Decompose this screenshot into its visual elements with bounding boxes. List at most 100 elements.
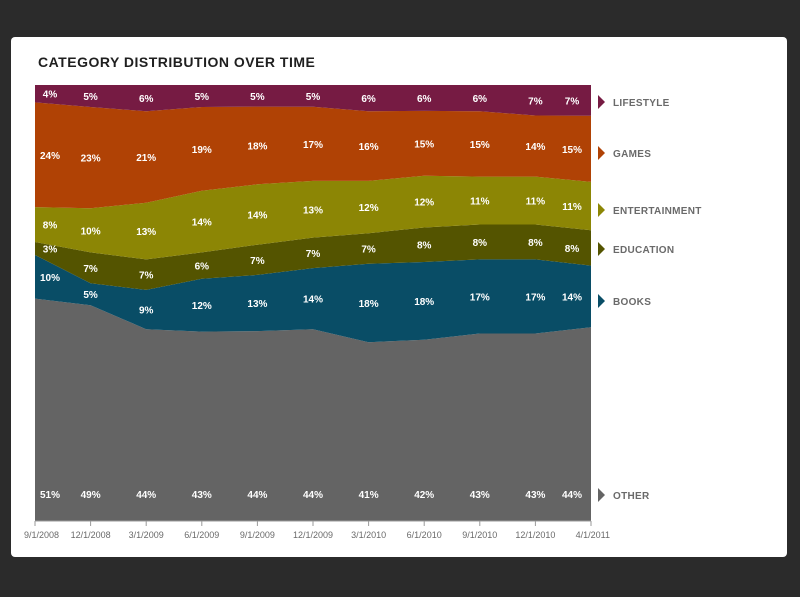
- value-label-books: 17%: [525, 293, 545, 304]
- legend-item-lifestyle: LIFESTYLE: [598, 95, 670, 109]
- legend-item-entertainment: ENTERTAINMENT: [598, 203, 702, 217]
- value-label-lifestyle: 6%: [417, 94, 432, 105]
- value-label-books: 9%: [139, 306, 154, 317]
- value-label-other: 51%: [40, 490, 60, 501]
- value-label-books: 12%: [192, 301, 212, 312]
- value-label-games: 23%: [81, 154, 101, 165]
- value-label-other: 49%: [81, 490, 101, 501]
- value-label-games: 16%: [359, 142, 379, 153]
- value-label-other: 44%: [562, 490, 582, 501]
- value-label-entertainment: 12%: [414, 198, 434, 209]
- value-label-education: 7%: [83, 264, 98, 275]
- value-label-lifestyle: 5%: [250, 92, 265, 103]
- x-tick-label: 9/1/2008: [24, 530, 59, 540]
- area-games: [35, 102, 591, 209]
- value-label-games: 18%: [247, 141, 267, 152]
- value-label-education: 3%: [43, 245, 58, 256]
- legend: OTHER BOOKS EDUCATION ENTERTAINMENT GAMES LIF…: [598, 95, 702, 502]
- value-label-other: 43%: [470, 490, 490, 501]
- legend-item-books: BOOKS: [598, 294, 651, 308]
- legend-item-other: OTHER: [598, 488, 650, 502]
- value-label-other: 43%: [525, 490, 545, 501]
- value-label-games: 21%: [136, 153, 156, 164]
- value-label-education: 7%: [250, 256, 265, 267]
- legend-marker-icon: [598, 294, 605, 308]
- value-label-books: 18%: [359, 299, 379, 310]
- chart-title: CATEGORY DISTRIBUTION OVER TIME: [38, 54, 316, 70]
- x-tick-label: 4/1/2011: [576, 530, 610, 540]
- value-label-books: 5%: [83, 290, 98, 301]
- value-label-entertainment: 11%: [526, 197, 546, 208]
- value-label-games: 17%: [303, 140, 323, 151]
- legend-item-games: GAMES: [598, 146, 651, 160]
- legend-label: BOOKS: [613, 297, 651, 308]
- value-label-education: 8%: [565, 244, 580, 255]
- value-label-other: 44%: [247, 490, 267, 501]
- legend-label: EDUCATION: [613, 245, 674, 256]
- legend-label: ENTERTAINMENT: [613, 206, 702, 217]
- x-tick-label: 12/1/2008: [71, 530, 111, 540]
- value-label-books: 17%: [470, 293, 490, 304]
- area-education: [35, 224, 591, 290]
- value-label-lifestyle: 7%: [528, 96, 543, 107]
- value-label-lifestyle: 6%: [473, 94, 488, 105]
- value-label-entertainment: 8%: [43, 221, 58, 232]
- value-label-games: 15%: [470, 140, 490, 151]
- value-label-education: 7%: [139, 271, 154, 282]
- value-label-entertainment: 14%: [192, 218, 212, 229]
- x-tick-label: 9/1/2009: [240, 530, 275, 540]
- legend-label: LIFESTYLE: [613, 98, 670, 109]
- legend-marker-icon: [598, 242, 605, 256]
- value-label-games: 15%: [562, 145, 582, 156]
- area-books: [35, 255, 591, 343]
- legend-marker-icon: [598, 203, 605, 217]
- value-label-lifestyle: 6%: [361, 94, 376, 105]
- legend-label: OTHER: [613, 491, 650, 502]
- value-label-lifestyle: 7%: [565, 96, 580, 107]
- legend-item-education: EDUCATION: [598, 242, 674, 256]
- value-label-entertainment: 11%: [470, 197, 490, 208]
- value-label-games: 24%: [40, 151, 60, 162]
- value-label-other: 42%: [414, 490, 434, 501]
- area-other: [35, 298, 591, 521]
- value-label-lifestyle: 5%: [306, 92, 321, 103]
- value-label-education: 8%: [473, 238, 488, 249]
- value-label-entertainment: 10%: [81, 226, 101, 237]
- value-label-other: 43%: [192, 490, 212, 501]
- value-label-education: 6%: [195, 262, 210, 273]
- x-tick-label: 12/1/2010: [515, 530, 555, 540]
- legend-marker-icon: [598, 488, 605, 502]
- x-tick-label: 3/1/2010: [351, 530, 386, 540]
- value-label-books: 14%: [562, 292, 582, 303]
- area-lifestyle: [35, 85, 591, 116]
- value-label-entertainment: 13%: [303, 205, 323, 216]
- legend-marker-icon: [598, 95, 605, 109]
- value-label-entertainment: 11%: [562, 202, 582, 213]
- legend-marker-icon: [598, 146, 605, 160]
- value-label-books: 14%: [303, 295, 323, 306]
- value-label-games: 15%: [414, 139, 434, 150]
- x-axis: 9/1/2008 12/1/2008 3/1/2009 6/1/2009 9/1/200…: [24, 520, 610, 540]
- value-label-lifestyle: 5%: [83, 92, 98, 103]
- x-tick-label: 3/1/2009: [129, 530, 164, 540]
- area-layers: [35, 85, 591, 521]
- value-label-games: 19%: [192, 145, 212, 156]
- value-label-games: 14%: [525, 142, 545, 153]
- value-labels: 51% 49% 44% 43% 44% 44% 41% 42% 43% 43% 44% 10% 5% 9%…: [40, 90, 582, 501]
- x-tick-label: 12/1/2009: [293, 530, 333, 540]
- x-tick-label: 6/1/2010: [407, 530, 442, 540]
- value-label-lifestyle: 5%: [195, 92, 210, 103]
- value-label-education: 7%: [306, 249, 321, 260]
- value-label-other: 41%: [359, 490, 379, 501]
- value-label-books: 13%: [247, 299, 267, 310]
- x-tick-label: 9/1/2010: [462, 530, 497, 540]
- value-label-education: 8%: [528, 238, 543, 249]
- value-label-other: 44%: [303, 490, 323, 501]
- value-label-education: 7%: [361, 245, 376, 256]
- value-label-other: 44%: [136, 490, 156, 501]
- value-label-entertainment: 13%: [136, 227, 156, 238]
- area-entertainment: [35, 175, 591, 260]
- value-label-entertainment: 14%: [247, 211, 267, 222]
- legend-label: GAMES: [613, 149, 651, 160]
